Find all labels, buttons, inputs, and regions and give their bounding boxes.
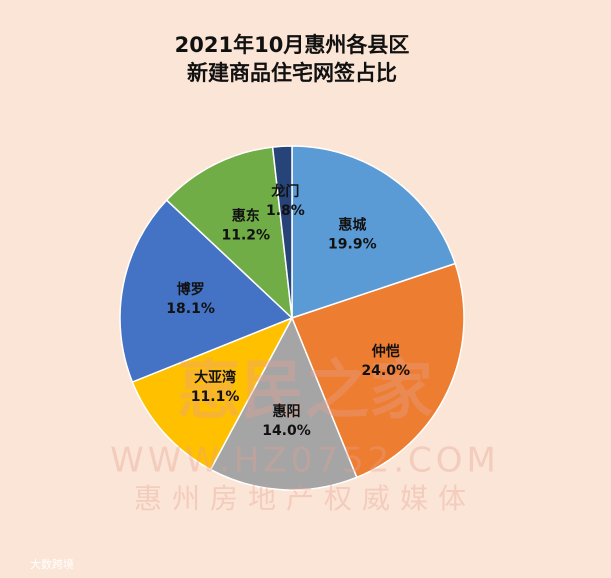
data-label: 18.1% [166, 301, 215, 317]
pie-slice [165, 146, 293, 320]
data-label: 11.2% [221, 228, 270, 244]
slice-name: 惠阳 [272, 403, 300, 420]
pie-slice [291, 145, 457, 320]
pie-slice [119, 199, 294, 383]
data-label: 11.1% [191, 389, 240, 405]
slice-name: 惠东 [232, 208, 260, 225]
slice-name: 龙门 [270, 183, 299, 200]
chart-title: 2021年10月惠州各县区 [175, 33, 410, 57]
pie [119, 145, 465, 491]
slice-name: 仲恺 [372, 343, 400, 360]
watermark-brand: 惠民之家 [177, 355, 433, 429]
slice-name: 惠城 [338, 216, 366, 233]
pie-slice [131, 316, 294, 471]
chart-title: 新建商品住宅网签占比 [187, 61, 397, 85]
source-mark: 大数跨境 [30, 557, 74, 571]
data-label: 19.9% [328, 236, 377, 252]
data-label: 14.0% [262, 423, 311, 439]
watermark-slogan: 惠州房地产权威媒体 [134, 482, 476, 515]
pie-slice [291, 262, 465, 479]
slice-name: 大亚湾 [194, 369, 236, 386]
pie-slice [271, 145, 293, 319]
pie-slice [209, 316, 358, 491]
watermark-url: WWW.HZ0752.COM [110, 441, 500, 481]
slice-name: 博罗 [177, 281, 205, 298]
data-label: 24.0% [361, 363, 410, 379]
data-label: 1.8% [266, 203, 305, 219]
